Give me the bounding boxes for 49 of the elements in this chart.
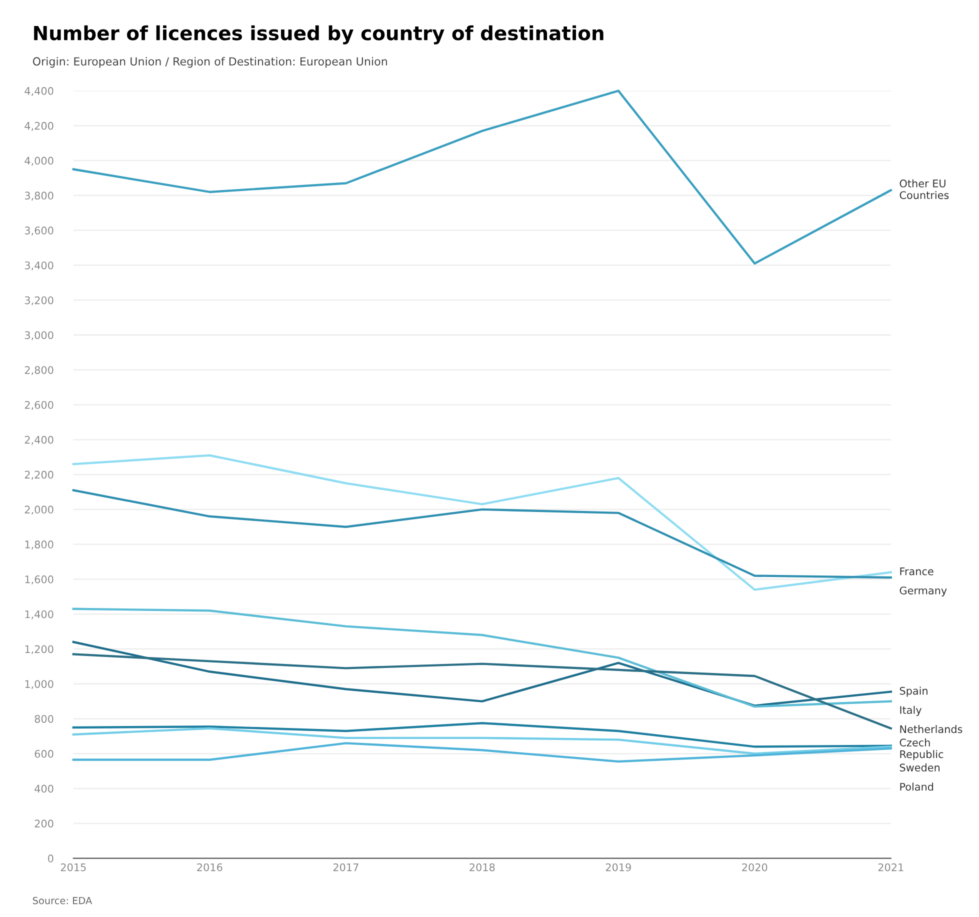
x-tick-label: 2021: [878, 863, 904, 872]
text: Poland: [900, 782, 934, 791]
y-tick-label: 1,600: [25, 575, 54, 584]
y-tick-label: 2,000: [24, 506, 54, 515]
y-tick-label: 200: [34, 820, 54, 828]
y-tick-label: 1,200: [25, 645, 54, 654]
series-label: Other EU Countries: [900, 179, 949, 200]
y-tick-label: 2,400: [24, 436, 54, 445]
y-tick-label: 0: [48, 854, 54, 862]
line-series: [72, 454, 892, 591]
series-label: France: [900, 568, 934, 576]
x-tick-label: 2020: [742, 863, 768, 872]
y-tick-label: 2,600: [24, 401, 54, 410]
line-series: [72, 742, 892, 763]
series-label: Italy: [900, 706, 922, 716]
series-label: Germany: [900, 586, 947, 596]
y-tick-label: 3,600: [24, 226, 54, 236]
x-tick-label: 2016: [197, 863, 222, 872]
x-tick-label: 2015: [60, 863, 86, 872]
y-tick-label: 4,400: [24, 87, 54, 96]
line-series: [72, 489, 892, 579]
y-tick-label: 400: [34, 784, 54, 793]
y-tick-label: 600: [34, 750, 54, 758]
y-tick-label: 4,200: [24, 122, 54, 131]
line-series: [72, 722, 892, 748]
y-tick-label: 1,800: [25, 540, 54, 550]
y-tick-label: 2,800: [24, 366, 54, 376]
source-note: Source: EDA: [32, 896, 92, 904]
x-tick-label: 2017: [333, 863, 358, 872]
y-tick-label: 3,200: [24, 296, 54, 306]
line-series: [72, 608, 892, 708]
series-label: Spain: [900, 686, 928, 697]
y-tick-label: 2,200: [24, 470, 54, 480]
chart-subtitle: Origin: European Union / Region of Destination: European Union: [32, 56, 387, 68]
x-tick-label: 2019: [606, 863, 631, 872]
series-label: Sweden: [900, 763, 940, 772]
y-tick-label: 4,000: [24, 156, 54, 166]
y-tick-label: 3,800: [24, 192, 54, 201]
chart-title: Number of licences issued by country of destination: [34, 25, 604, 44]
y-tick-label: 1,000: [25, 680, 54, 690]
y-tick-label: 3,000: [24, 331, 54, 340]
y-tick-label: 1,400: [25, 610, 54, 620]
x-tick-label: 2018: [470, 863, 495, 872]
y-tick-label: 3,400: [24, 261, 54, 270]
line-series: [72, 90, 892, 265]
series-label: Czech Republic: [900, 738, 944, 760]
line-series: [72, 727, 892, 755]
y-tick-label: 800: [34, 714, 54, 723]
series-label: Netherlands: [900, 725, 962, 734]
